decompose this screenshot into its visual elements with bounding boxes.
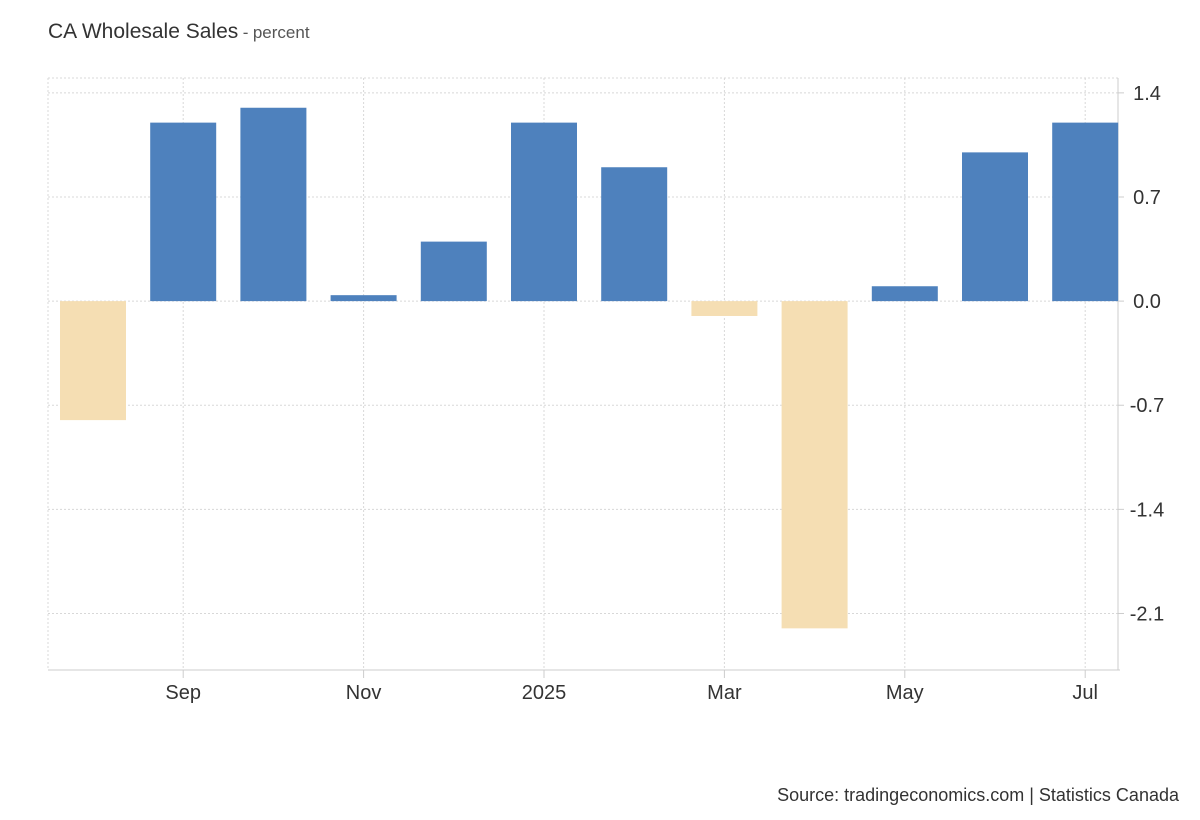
bar-oct-2024 bbox=[240, 107, 307, 302]
chart-subtitle: percent bbox=[252, 23, 310, 42]
bar-may-2025 bbox=[871, 286, 938, 302]
y-tick-label: 1.4 bbox=[1133, 83, 1161, 105]
x-tick-label: Nov bbox=[346, 682, 382, 704]
y-tick-label: 0.0 bbox=[1133, 291, 1161, 313]
bar-dec-2024 bbox=[420, 241, 487, 302]
x-tick-label: Sep bbox=[165, 682, 201, 704]
y-tick-label: -0.7 bbox=[1130, 395, 1164, 417]
title-separator: - bbox=[242, 23, 249, 42]
x-tick-label: 2025 bbox=[522, 682, 567, 704]
x-tick-label: Mar bbox=[707, 682, 742, 704]
x-tick-label: Jul bbox=[1072, 682, 1098, 704]
bar-mar-2025 bbox=[691, 301, 758, 316]
y-tick-label: -1.4 bbox=[1130, 499, 1164, 521]
bar-jan-2025 bbox=[511, 122, 577, 302]
chart-title-block: CA Wholesale Sales - percent bbox=[48, 20, 310, 44]
y-tick-label: -2.1 bbox=[1130, 603, 1164, 625]
source-note: Source: tradingeconomics.com | Statistic… bbox=[777, 785, 1179, 805]
bar-apr-2025 bbox=[781, 301, 848, 629]
chart-title: CA Wholesale Sales bbox=[48, 20, 239, 43]
bar-nov-2024 bbox=[330, 295, 397, 302]
bar-feb-2025 bbox=[601, 167, 668, 302]
bar-jul-2025 bbox=[1052, 122, 1119, 302]
x-tick-label: May bbox=[886, 682, 924, 704]
bar-sep-2024 bbox=[150, 122, 217, 302]
bar-aug-2024 bbox=[60, 301, 126, 421]
bar-jun-2025 bbox=[962, 152, 1028, 302]
y-tick-label: 0.7 bbox=[1133, 187, 1161, 209]
